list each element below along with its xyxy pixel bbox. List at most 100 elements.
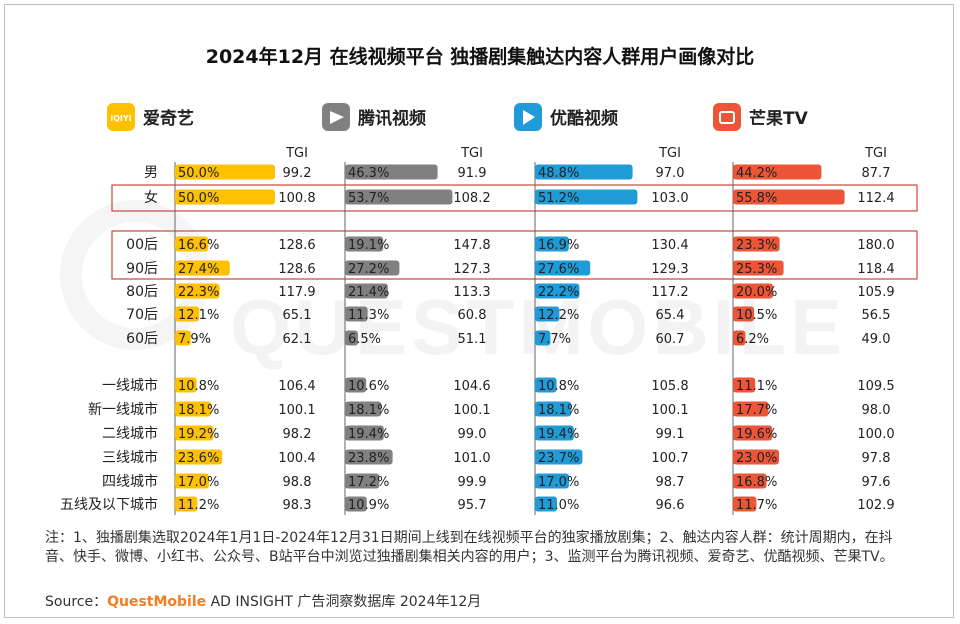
tgi-value: 60.7: [656, 332, 685, 347]
bar-value-label: 10.5%: [736, 308, 777, 323]
bar-value-label: 11.3%: [348, 308, 389, 323]
data-bar: [175, 189, 275, 205]
data-bar: [733, 496, 757, 512]
tgi-value: 127.3: [453, 262, 490, 277]
data-bar: [345, 330, 358, 346]
tgi-value: 100.4: [278, 451, 315, 466]
data-bar: [175, 306, 200, 322]
data-bar: [733, 377, 756, 393]
tgi-value: 128.6: [278, 238, 315, 253]
data-bar: [175, 401, 212, 417]
bar-value-label: 50.0%: [178, 166, 219, 181]
tgi-value: 49.0: [862, 332, 891, 347]
category-label: 三线城市: [102, 449, 158, 466]
footnote: 注：1、独播剧集选取2024年1月1日-2024年12月31日期间上线到在线视频…: [45, 530, 894, 565]
data-bar: [535, 283, 580, 299]
bar-value-label: 19.4%: [538, 427, 579, 442]
platform-logo-icon: [713, 103, 741, 131]
bar-value-label: 16.6%: [178, 238, 219, 253]
bar-value-label: 19.4%: [348, 427, 389, 442]
bar-value-label: 11.0%: [538, 498, 579, 513]
tgi-value: 98.2: [283, 427, 312, 442]
bar-value-label: 46.3%: [348, 166, 389, 181]
data-bar: [345, 260, 400, 276]
chart-canvas: iQIYI 爱奇艺 TGI 腾讯视频 TGI 优酷视频 TGI 芒果TV TGI 男女 00后 90后…: [60, 103, 918, 515]
bar-value-label: 50.0%: [178, 191, 219, 206]
bar-value-label: 19.6%: [736, 427, 777, 442]
tgi-value: 105.8: [651, 379, 688, 394]
tgi-value: 129.3: [651, 262, 688, 277]
tgi-value: 100.1: [278, 403, 315, 418]
tgi-value: 100.8: [278, 191, 315, 206]
data-bar: [733, 401, 769, 417]
tgi-value: 91.9: [458, 166, 487, 181]
category-label: 女: [144, 189, 158, 206]
bar-value-label: 48.8%: [538, 166, 579, 181]
bar-value-label: 19.1%: [348, 238, 389, 253]
highlight-box-gender: [111, 184, 918, 212]
data-bar: [535, 236, 569, 252]
tgi-value: 102.9: [857, 498, 894, 513]
tgi-value: 118.4: [857, 262, 894, 277]
bar-value-label: 53.7%: [348, 191, 389, 206]
bar-value-label: 18.1%: [178, 403, 219, 418]
source-brand: QuestMobile: [107, 594, 207, 610]
bar-value-label: 12.1%: [178, 308, 219, 323]
tgi-value: 112.4: [857, 191, 894, 206]
data-bar: [345, 189, 453, 205]
data-bar: [345, 164, 438, 180]
tgi-value: 117.9: [278, 285, 315, 300]
tgi-value: 147.8: [453, 238, 490, 253]
data-bar: [733, 260, 784, 276]
data-bar: [345, 306, 368, 322]
data-bar: [733, 189, 845, 205]
bar-value-label: 17.0%: [538, 475, 579, 490]
tgi-value: 117.2: [651, 285, 688, 300]
data-bar: [175, 260, 230, 276]
data-bar: [175, 496, 198, 512]
tgi-value: 97.8: [862, 451, 891, 466]
bar-value-label: 10.9%: [348, 498, 389, 513]
tgi-value: 106.4: [278, 379, 315, 394]
data-bar: [345, 377, 367, 393]
category-label: 二线城市: [102, 425, 158, 442]
bar-value-label: 7.9%: [178, 332, 211, 347]
bar-value-label: 20.0%: [736, 285, 777, 300]
platform-logo-text: iQIYI: [110, 114, 131, 123]
data-bar: [733, 306, 754, 322]
data-bar: [535, 260, 591, 276]
data-bar: [535, 377, 557, 393]
tgi-value: 98.7: [656, 475, 685, 490]
bar-value-label: 27.2%: [348, 262, 389, 277]
highlight-box-age: [111, 230, 918, 280]
tgi-value: 104.6: [453, 379, 490, 394]
data-bar: [535, 473, 569, 489]
chart-title: 2024年12月 在线视频平台 独播剧集触达内容人群用户画像对比: [205, 46, 755, 68]
data-bar: [175, 164, 275, 180]
bar-value-label: 6.5%: [348, 332, 381, 347]
data-bar: [345, 425, 384, 441]
bar-value-label: 11.2%: [178, 498, 219, 513]
data-bar: [345, 496, 367, 512]
category-label: 男: [144, 165, 158, 181]
tgi-value: 180.0: [857, 238, 894, 253]
bar-value-label: 27.4%: [178, 262, 219, 277]
bar-value-label: 7.7%: [538, 332, 571, 347]
bar-value-label: 17.0%: [178, 475, 219, 490]
data-bar: [345, 449, 393, 465]
data-bar: [175, 377, 197, 393]
bar-value-label: 16.9%: [538, 238, 579, 253]
data-bar: [345, 401, 382, 417]
data-bar: [535, 425, 574, 441]
data-bar: [535, 330, 551, 346]
tgi-value: 97.0: [656, 166, 685, 181]
tgi-value: 99.9: [458, 475, 487, 490]
tgi-value: 113.3: [453, 285, 490, 300]
bar-value-label: 6.2%: [736, 332, 769, 347]
category-label: 60后: [126, 331, 158, 347]
tgi-value: 98.0: [862, 403, 891, 418]
source-rest: AD INSIGHT 广告洞察数据库 2024年12月: [206, 594, 482, 610]
tgi-value: 51.1: [458, 332, 487, 347]
tgi-value: 65.4: [656, 308, 685, 323]
tgi-header: TGI: [285, 146, 308, 161]
